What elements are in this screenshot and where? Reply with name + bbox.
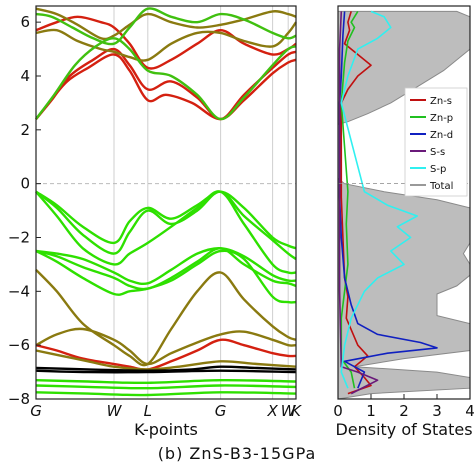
x-tick-label: G [30,402,42,420]
x-tick-label: G [215,402,227,420]
legend: Zn-s Zn-p Zn-d S-s S-p Total [404,87,468,197]
x-tick-label: 0 [333,402,343,420]
band-line [35,247,297,291]
band-line [35,369,297,374]
x-tick-label: 2 [399,402,409,420]
x-tick-label: 1 [366,402,376,420]
legend-label: Total [429,181,453,192]
band-line [35,338,297,371]
pdos-line [338,11,438,389]
legend-label: S-s [430,147,445,158]
legend-label: Zn-d [430,130,453,141]
pdos-line [340,10,419,389]
band-line [35,268,297,367]
band-line [35,47,297,121]
band-line [35,349,297,371]
legend-label: Zn-p [430,113,453,124]
pdos-line [338,11,379,395]
band-line [35,190,297,261]
band-line [35,247,297,286]
legend-label: S-p [430,164,446,175]
y-tick-label: −8 [8,390,30,408]
legend-box [404,87,468,197]
y-tick-label: 4 [20,67,30,85]
y-tick-label: −4 [8,282,30,300]
band-line [35,53,297,121]
x-tick-label: W [107,402,123,420]
band-line [35,384,297,390]
x-tick-label: L [144,402,152,420]
x-tick-label: 3 [432,402,442,420]
total-dos-area [337,10,471,400]
x-tick-label: W [281,402,297,420]
x-tick-label: X [266,402,278,420]
x-tick-label: 4 [465,402,474,420]
band-line [35,327,297,366]
band-line [35,378,297,385]
band-line [35,190,297,250]
legend-label: Zn-s [430,96,452,107]
band-line [35,15,297,70]
band-line [35,37,297,121]
y-tick-label: −2 [8,228,30,246]
x-axis-label: K-points [134,420,198,439]
x-tick-label: K [291,402,302,420]
band-line [35,7,297,46]
band-line [35,21,297,62]
band-line [35,7,297,41]
band-plot-frame [35,5,297,400]
band-line [35,391,297,397]
y-tick-label: 6 [20,13,30,31]
y-tick-label: 2 [20,121,30,139]
band-line [35,190,297,275]
band-line [35,249,297,304]
figure-caption: (b) ZnS-B3-15GPa [157,444,317,463]
x-axis-label: Density of States [335,420,472,439]
y-tick-label: −6 [8,336,30,354]
band-line [35,365,297,372]
y-tick-label: 0 [20,175,30,193]
